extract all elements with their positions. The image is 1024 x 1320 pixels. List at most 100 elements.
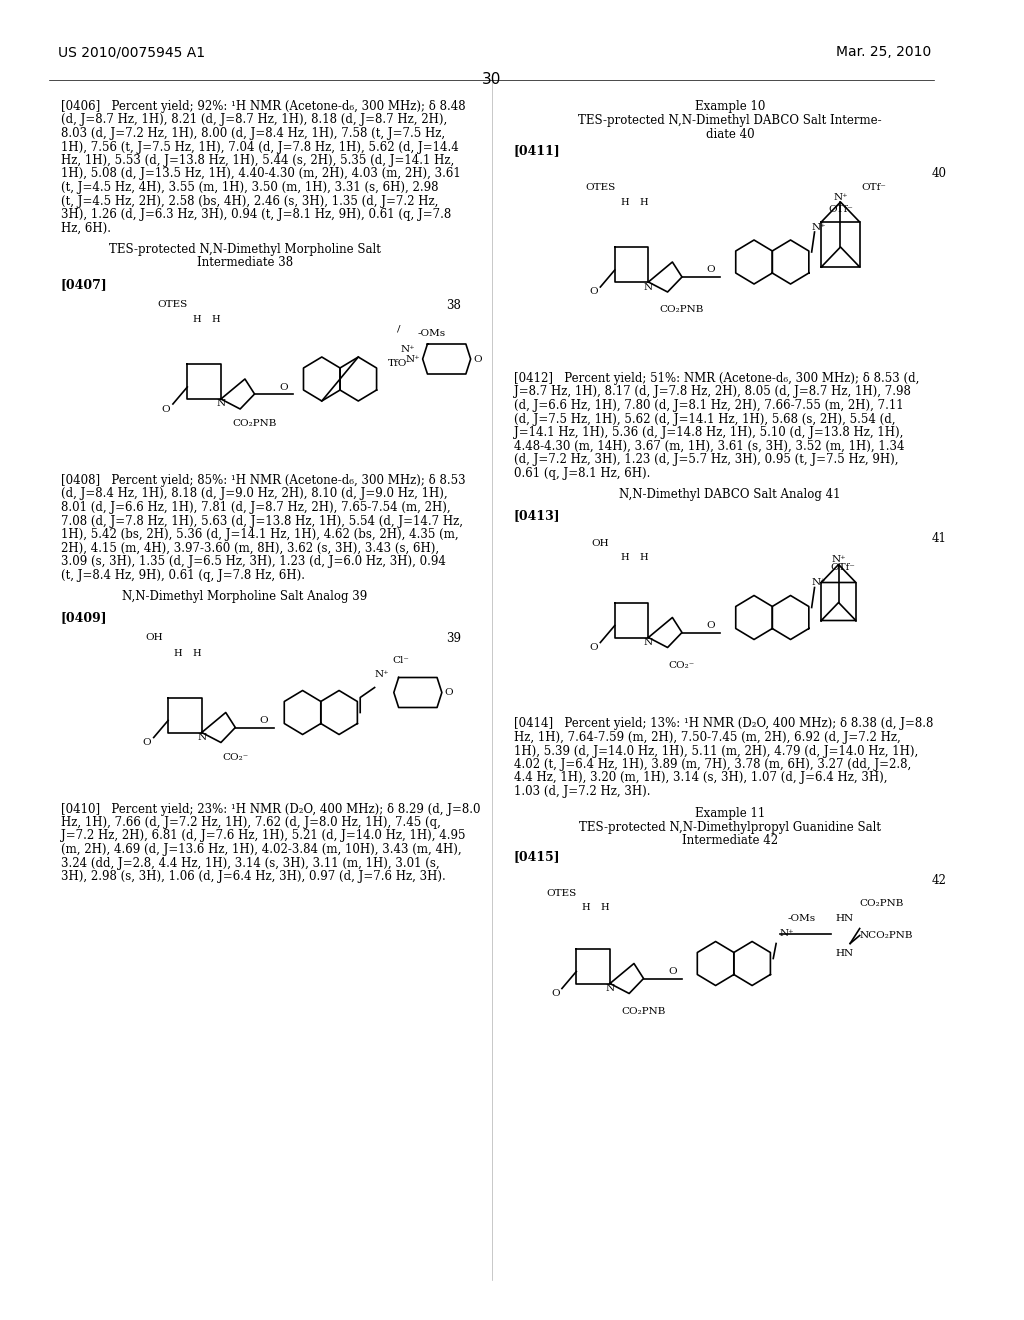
Text: N⁺: N⁺ <box>811 223 825 231</box>
Text: 30: 30 <box>482 73 502 87</box>
Text: CO₂PNB: CO₂PNB <box>622 1007 666 1016</box>
Text: OH: OH <box>144 634 163 643</box>
Text: OTf⁻: OTf⁻ <box>861 182 887 191</box>
Text: CO₂⁻: CO₂⁻ <box>222 752 249 762</box>
Text: [0415]: [0415] <box>514 850 560 863</box>
Text: [0410]   Percent yield; 23%: ¹H NMR (D₂O, 400 MHz); δ 8.29 (d, J=8.0: [0410] Percent yield; 23%: ¹H NMR (D₂O, … <box>60 803 480 816</box>
Text: J=14.1 Hz, 1H), 5.36 (d, J=14.8 Hz, 1H), 5.10 (d, J=13.8 Hz, 1H),: J=14.1 Hz, 1H), 5.36 (d, J=14.8 Hz, 1H),… <box>514 426 903 440</box>
Text: H: H <box>582 903 590 912</box>
Text: N: N <box>198 733 206 742</box>
Text: US 2010/0075945 A1: US 2010/0075945 A1 <box>57 45 205 59</box>
Text: N,N-Dimethyl Morpholine Salt Analog 39: N,N-Dimethyl Morpholine Salt Analog 39 <box>122 590 368 603</box>
Text: O: O <box>668 968 677 975</box>
Text: O: O <box>589 288 598 297</box>
Text: Intermediate 38: Intermediate 38 <box>197 256 293 269</box>
Text: 1H), 5.42 (bs, 2H), 5.36 (d, J=14.1 Hz, 1H), 4.62 (bs, 2H), 4.35 (m,: 1H), 5.42 (bs, 2H), 5.36 (d, J=14.1 Hz, … <box>60 528 458 541</box>
Text: N⁺: N⁺ <box>401 345 416 354</box>
Text: N⁺: N⁺ <box>375 671 389 678</box>
Text: OH: OH <box>592 539 609 548</box>
Text: CO₂⁻: CO₂⁻ <box>669 661 695 671</box>
Text: 3.09 (s, 3H), 1.35 (d, J=6.5 Hz, 3H), 1.23 (d, J=6.0 Hz, 3H), 0.94: 3.09 (s, 3H), 1.35 (d, J=6.5 Hz, 3H), 1.… <box>60 554 445 568</box>
Text: 1.03 (d, J=7.2 Hz, 3H).: 1.03 (d, J=7.2 Hz, 3H). <box>514 785 650 799</box>
Text: N: N <box>644 282 653 292</box>
Text: (d, J=6.6 Hz, 1H), 7.80 (d, J=8.1 Hz, 2H), 7.66-7.55 (m, 2H), 7.11: (d, J=6.6 Hz, 1H), 7.80 (d, J=8.1 Hz, 2H… <box>514 399 903 412</box>
Text: OTES: OTES <box>547 890 578 899</box>
Text: 1H), 5.39 (d, J=14.0 Hz, 1H), 5.11 (m, 2H), 4.79 (d, J=14.0 Hz, 1H),: 1H), 5.39 (d, J=14.0 Hz, 1H), 5.11 (m, 2… <box>514 744 919 758</box>
Text: [0408]   Percent yield; 85%: ¹H NMR (Acetone-d₆, 300 MHz); δ 8.53: [0408] Percent yield; 85%: ¹H NMR (Aceto… <box>60 474 465 487</box>
Text: [0411]: [0411] <box>514 144 561 157</box>
Text: CO₂PNB: CO₂PNB <box>232 420 276 429</box>
Text: Hz, 1H), 7.64-7.59 (m, 2H), 7.50-7.45 (m, 2H), 6.92 (d, J=7.2 Hz,: Hz, 1H), 7.64-7.59 (m, 2H), 7.50-7.45 (m… <box>514 731 901 744</box>
Text: 3H), 1.26 (d, J=6.3 Hz, 3H), 0.94 (t, J=8.1 Hz, 9H), 0.61 (q, J=7.8: 3H), 1.26 (d, J=6.3 Hz, 3H), 0.94 (t, J=… <box>60 209 451 220</box>
Text: (m, 2H), 4.69 (d, J=13.6 Hz, 1H), 4.02-3.84 (m, 10H), 3.43 (m, 4H),: (m, 2H), 4.69 (d, J=13.6 Hz, 1H), 4.02-3… <box>60 843 461 855</box>
Text: [0414]   Percent yield; 13%: ¹H NMR (D₂O, 400 MHz); δ 8.38 (d, J=8.8: [0414] Percent yield; 13%: ¹H NMR (D₂O, … <box>514 718 933 730</box>
Text: -OMs: -OMs <box>418 330 446 338</box>
Text: 8.01 (d, J=6.6 Hz, 1H), 7.81 (d, J=8.7 Hz, 2H), 7.65-7.54 (m, 2H),: 8.01 (d, J=6.6 Hz, 1H), 7.81 (d, J=8.7 H… <box>60 502 451 513</box>
Text: H: H <box>639 553 648 562</box>
Text: N: N <box>216 400 225 408</box>
Text: CO₂PNB: CO₂PNB <box>659 305 705 314</box>
Text: 0.61 (q, J=8.1 Hz, 6H).: 0.61 (q, J=8.1 Hz, 6H). <box>514 466 650 479</box>
Text: CO₂PNB: CO₂PNB <box>860 899 904 908</box>
Text: O: O <box>589 643 598 652</box>
Text: (t, J=8.4 Hz, 9H), 0.61 (q, J=7.8 Hz, 6H).: (t, J=8.4 Hz, 9H), 0.61 (q, J=7.8 Hz, 6H… <box>60 569 304 582</box>
Text: Cl⁻: Cl⁻ <box>392 656 409 665</box>
Text: (d, J=8.7 Hz, 1H), 8.21 (d, J=8.7 Hz, 1H), 8.18 (d, J=8.7 Hz, 2H),: (d, J=8.7 Hz, 1H), 8.21 (d, J=8.7 Hz, 1H… <box>60 114 446 127</box>
Text: 1H), 7.56 (t, J=7.5 Hz, 1H), 7.04 (d, J=7.8 Hz, 1H), 5.62 (d, J=14.4: 1H), 7.56 (t, J=7.5 Hz, 1H), 7.04 (d, J=… <box>60 140 459 153</box>
Text: NCO₂PNB: NCO₂PNB <box>860 931 913 940</box>
Text: TES-protected N,N-Dimethylpropyl Guanidine Salt: TES-protected N,N-Dimethylpropyl Guanidi… <box>579 821 881 833</box>
Text: Hz, 1H), 5.53 (d, J=13.8 Hz, 1H), 5.44 (s, 2H), 5.35 (d, J=14.1 Hz,: Hz, 1H), 5.53 (d, J=13.8 Hz, 1H), 5.44 (… <box>60 154 454 168</box>
Text: Example 11: Example 11 <box>695 807 765 820</box>
Text: OTf⁻: OTf⁻ <box>830 564 856 572</box>
Text: diate 40: diate 40 <box>706 128 755 141</box>
Text: [0409]: [0409] <box>60 611 108 624</box>
Text: 4.4 Hz, 1H), 3.20 (m, 1H), 3.14 (s, 3H), 1.07 (d, J=6.4 Hz, 3H),: 4.4 Hz, 1H), 3.20 (m, 1H), 3.14 (s, 3H),… <box>514 771 888 784</box>
Text: Intermediate 42: Intermediate 42 <box>682 834 778 847</box>
Text: H: H <box>193 648 202 657</box>
Text: O: O <box>707 265 715 275</box>
Text: 4.02 (t, J=6.4 Hz, 1H), 3.89 (m, 7H), 3.78 (m, 6H), 3.27 (dd, J=2.8,: 4.02 (t, J=6.4 Hz, 1H), 3.89 (m, 7H), 3.… <box>514 758 911 771</box>
Text: 39: 39 <box>446 632 461 645</box>
Text: N,N-Dimethyl DABCO Salt Analog 41: N,N-Dimethyl DABCO Salt Analog 41 <box>620 488 841 502</box>
Text: OTf⁻: OTf⁻ <box>828 206 853 214</box>
Text: Hz, 6H).: Hz, 6H). <box>60 222 111 235</box>
Text: TES-protected N,N-Dimethyl Morpholine Salt: TES-protected N,N-Dimethyl Morpholine Sa… <box>109 243 381 256</box>
Text: H: H <box>193 315 202 323</box>
Text: 41: 41 <box>931 532 946 545</box>
Text: [0406]   Percent yield; 92%: ¹H NMR (Acetone-d₆, 300 MHz); δ 8.48: [0406] Percent yield; 92%: ¹H NMR (Aceto… <box>60 100 465 114</box>
Text: O: O <box>473 355 482 363</box>
Text: 7.08 (d, J=7.8 Hz, 1H), 5.63 (d, J=13.8 Hz, 1H), 5.54 (d, J=14.7 Hz,: 7.08 (d, J=7.8 Hz, 1H), 5.63 (d, J=13.8 … <box>60 515 463 528</box>
Text: O: O <box>551 989 559 998</box>
Text: H: H <box>621 198 629 207</box>
Text: Example 10: Example 10 <box>695 100 765 114</box>
Text: (t, J=4.5 Hz, 2H), 2.58 (bs, 4H), 2.46 (s, 3H), 1.35 (d, J=7.2 Hz,: (t, J=4.5 Hz, 2H), 2.58 (bs, 4H), 2.46 (… <box>60 194 438 207</box>
Text: -OMs: -OMs <box>787 913 816 923</box>
Text: 2H), 4.15 (m, 4H), 3.97-3.60 (m, 8H), 3.62 (s, 3H), 3.43 (s, 6H),: 2H), 4.15 (m, 4H), 3.97-3.60 (m, 8H), 3.… <box>60 541 438 554</box>
Text: N⁺: N⁺ <box>834 193 848 202</box>
Text: N⁺: N⁺ <box>780 929 795 939</box>
Text: TfO⁻: TfO⁻ <box>388 359 413 368</box>
Text: J=8.7 Hz, 1H), 8.17 (d, J=7.8 Hz, 2H), 8.05 (d, J=8.7 Hz, 1H), 7.98: J=8.7 Hz, 1H), 8.17 (d, J=7.8 Hz, 2H), 8… <box>514 385 910 399</box>
Text: O: O <box>142 738 152 747</box>
Text: (d, J=8.4 Hz, 1H), 8.18 (d, J=9.0 Hz, 2H), 8.10 (d, J=9.0 Hz, 1H),: (d, J=8.4 Hz, 1H), 8.18 (d, J=9.0 Hz, 2H… <box>60 487 447 500</box>
Text: O: O <box>260 715 268 725</box>
Text: N⁺: N⁺ <box>831 554 846 564</box>
Text: HN: HN <box>836 949 854 958</box>
Text: O: O <box>162 404 170 413</box>
Text: OTES: OTES <box>586 183 615 191</box>
Text: 38: 38 <box>446 300 461 312</box>
Text: O: O <box>280 383 288 392</box>
Text: [0413]: [0413] <box>514 510 560 523</box>
Text: H: H <box>173 648 182 657</box>
Text: Mar. 25, 2010: Mar. 25, 2010 <box>836 45 931 59</box>
Text: H: H <box>621 553 629 562</box>
Text: 3H), 2.98 (s, 3H), 1.06 (d, J=6.4 Hz, 3H), 0.97 (d, J=7.6 Hz, 3H).: 3H), 2.98 (s, 3H), 1.06 (d, J=6.4 Hz, 3H… <box>60 870 445 883</box>
Text: (d, J=7.2 Hz, 3H), 1.23 (d, J=5.7 Hz, 3H), 0.95 (t, J=7.5 Hz, 9H),: (d, J=7.2 Hz, 3H), 1.23 (d, J=5.7 Hz, 3H… <box>514 453 898 466</box>
Text: 3.24 (dd, J=2.8, 4.4 Hz, 1H), 3.14 (s, 3H), 3.11 (m, 1H), 3.01 (s,: 3.24 (dd, J=2.8, 4.4 Hz, 1H), 3.14 (s, 3… <box>60 857 439 870</box>
Text: (t, J=4.5 Hz, 4H), 3.55 (m, 1H), 3.50 (m, 1H), 3.31 (s, 6H), 2.98: (t, J=4.5 Hz, 4H), 3.55 (m, 1H), 3.50 (m… <box>60 181 438 194</box>
Text: H: H <box>601 903 609 912</box>
Text: HN: HN <box>836 913 854 923</box>
Text: [0412]   Percent yield; 51%: NMR (Acetone-d₆, 300 MHz); δ 8.53 (d,: [0412] Percent yield; 51%: NMR (Acetone-… <box>514 372 920 385</box>
Text: N: N <box>605 983 614 993</box>
Text: H: H <box>639 198 648 207</box>
